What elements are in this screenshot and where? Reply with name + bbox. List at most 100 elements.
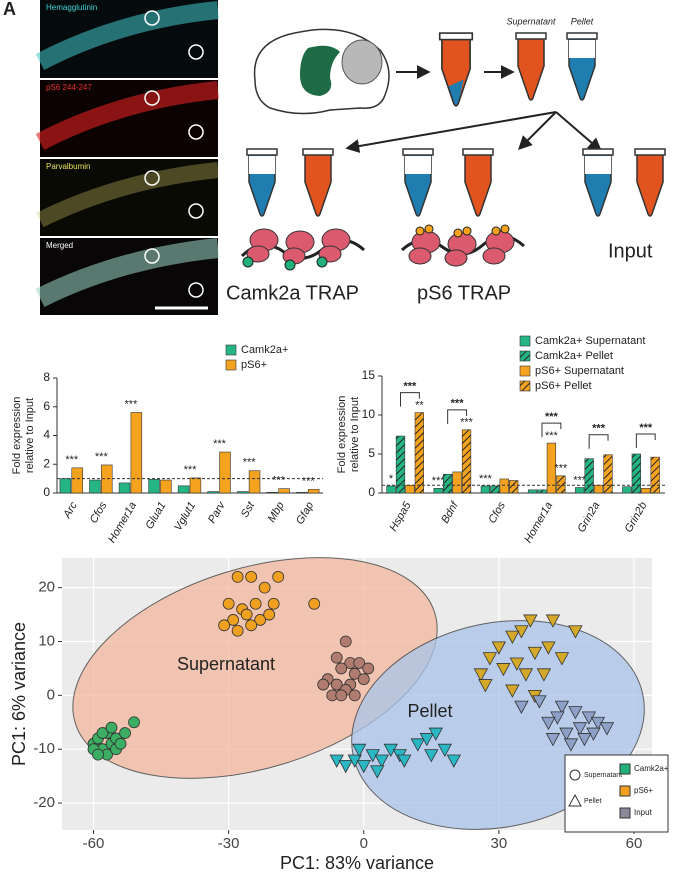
point (554, 652, 570, 666)
y-axis-label: Fold expression (336, 396, 348, 474)
point (563, 738, 579, 752)
legend-label: Supernatant (584, 772, 622, 779)
point (419, 733, 434, 747)
point (541, 641, 556, 655)
bar (207, 491, 219, 494)
bracket (447, 409, 468, 424)
bar (395, 435, 406, 494)
point (410, 738, 425, 752)
significance: *** (65, 454, 79, 466)
legend-label: Camk2a+ Pellet (535, 350, 613, 362)
x-tick-label: Hspa5 (387, 499, 414, 533)
legend-box (564, 754, 669, 833)
roi (188, 44, 204, 60)
bar (219, 451, 231, 494)
x-tick-label: Grin2b (623, 500, 650, 535)
point (245, 570, 258, 583)
legend-swatch (619, 807, 631, 819)
bar (650, 456, 660, 494)
point (105, 721, 118, 734)
y-tick-label: 8 (43, 370, 50, 384)
x-tick-label: Gfap (294, 500, 316, 527)
point (532, 695, 547, 709)
bracket (635, 433, 656, 448)
tube (302, 148, 334, 217)
bar (130, 412, 143, 494)
roi (144, 10, 160, 26)
bar (296, 491, 308, 494)
x-tick-label: Sst (239, 499, 258, 520)
point (518, 668, 534, 682)
bar (556, 475, 566, 494)
bar (405, 484, 415, 494)
tube (438, 32, 474, 107)
cell-band (35, 81, 219, 150)
legend-label: Camk2a+ (634, 764, 669, 773)
x-tick-label: Mbp (266, 500, 287, 525)
significance: *** (184, 464, 198, 476)
point (258, 581, 271, 594)
x-tick-label: -30 (218, 835, 240, 852)
arrow (555, 111, 603, 152)
micrograph (40, 159, 218, 236)
cell-band (35, 238, 220, 307)
bar (461, 429, 472, 494)
roi (188, 282, 204, 298)
legend-swatch (225, 359, 237, 371)
legend-symbol (568, 793, 582, 807)
legend-swatch (519, 365, 531, 377)
roi (188, 124, 204, 140)
bar (236, 491, 249, 494)
trap-label: Input (608, 240, 653, 262)
ellipse-label: Pellet (407, 701, 452, 721)
x-tick-label: Grin2a (575, 500, 602, 535)
bracket-label: *** (639, 422, 653, 434)
point (356, 759, 371, 774)
legend-swatch (619, 763, 631, 775)
significance: * (389, 473, 394, 485)
significance: *** (573, 474, 587, 486)
bracket-label: *** (592, 423, 606, 435)
supernatant-ellipse (72, 557, 438, 779)
bar (641, 488, 651, 494)
point (114, 737, 127, 750)
arrow (345, 111, 557, 153)
cell-band (35, 1, 219, 70)
trap-label: pS6 TRAP (417, 282, 511, 304)
bar (248, 470, 261, 494)
legend-label: Camk2a+ (241, 344, 288, 356)
arrow (518, 111, 557, 150)
x-tick-label: -60 (83, 835, 105, 852)
y-axis-label: relative to Input (24, 398, 36, 473)
point (599, 722, 615, 736)
point (338, 759, 353, 774)
tube (566, 32, 598, 101)
micrograph-label: Parvalbumin (46, 162, 90, 171)
significance: *** (554, 463, 568, 475)
y-tick-label: 10 (362, 407, 376, 421)
y-tick-label: 2 (43, 456, 50, 470)
micrograph-label: Merged (46, 241, 73, 250)
x-tick-label: 0 (360, 835, 368, 852)
point (330, 651, 343, 664)
x-tick-label: Cfos (486, 500, 508, 526)
point (245, 619, 258, 632)
point (545, 733, 561, 747)
tube (462, 148, 494, 217)
legend-label: pS6+ Pellet (535, 380, 592, 392)
legend-swatch (619, 785, 631, 797)
x-tick-label: Vglut1 (172, 500, 198, 533)
legend-swatch (519, 380, 531, 392)
bracket-label: *** (451, 398, 465, 410)
point (119, 727, 131, 739)
significance: *** (272, 475, 286, 487)
micrograph-label: Hemagglutinin (46, 3, 97, 12)
bar (490, 485, 500, 494)
bar (266, 491, 279, 494)
point (128, 716, 140, 729)
tube (515, 32, 547, 101)
point (514, 700, 529, 714)
bar (575, 487, 585, 494)
bar (189, 477, 202, 494)
